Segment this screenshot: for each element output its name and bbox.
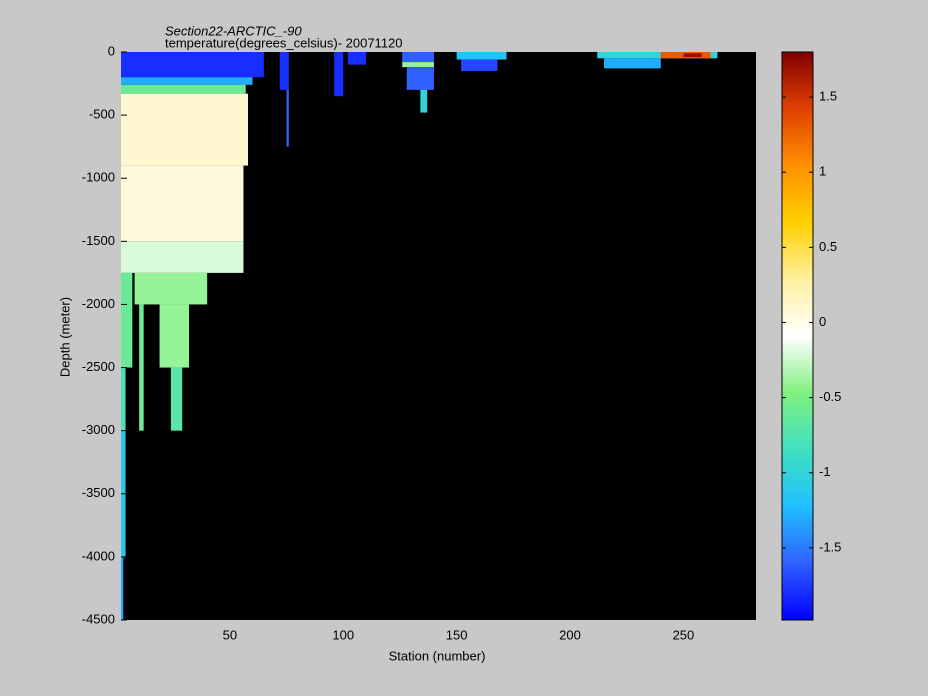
colorbar [781, 51, 814, 621]
y-tick-label: -1500 [82, 233, 115, 248]
heatmap-cell [121, 84, 246, 94]
y-tick-label: -3500 [82, 485, 115, 500]
colorbar-tick-label: 1 [819, 164, 826, 179]
heatmap-cell [121, 241, 244, 273]
heatmap-cell [604, 58, 661, 69]
heatmap-cell [121, 367, 126, 431]
heatmap-cell [121, 77, 253, 85]
x-tick-label: 50 [223, 627, 237, 642]
heatmap-cell [139, 304, 144, 431]
chart-title: Section22-ARCTIC_-90 [165, 23, 302, 38]
y-tick-label: -4000 [82, 548, 115, 563]
heatmap-cell [286, 89, 289, 147]
heatmap-cell [159, 304, 190, 368]
y-tick-label: -2000 [82, 296, 115, 311]
colorbar-tick-label: -0.5 [819, 389, 841, 404]
colorbar-tick-label: 0.5 [819, 239, 837, 254]
x-tick-label: 250 [673, 627, 695, 642]
y-axis-label: Depth (meter) [57, 297, 72, 377]
colorbar-tick-label: 1.5 [819, 89, 837, 104]
heatmap-cell [597, 52, 718, 59]
y-tick-label: -500 [89, 107, 115, 122]
y-tick-label: -3000 [82, 422, 115, 437]
heatmap-cell [406, 67, 434, 90]
heatmap-cell [456, 52, 507, 60]
y-tick-label: -2500 [82, 359, 115, 374]
y-tick-label: -4500 [82, 611, 115, 626]
heatmap-cell [420, 89, 428, 113]
x-tick-label: 200 [559, 627, 581, 642]
heatmap-cell [402, 62, 434, 68]
colorbar-tick-label: 0 [819, 314, 826, 329]
x-axis-label: Station (number) [389, 648, 486, 663]
heatmap-cell [121, 93, 248, 166]
heatmap-cell [121, 52, 264, 78]
chart-subtitle: temperature(degrees_celsius)- 20071120 [165, 35, 403, 50]
colorbar-tick-label: -1.5 [819, 539, 841, 554]
x-tick-label: 150 [446, 627, 468, 642]
heatmap-cell [683, 53, 702, 58]
heatmap-cell [279, 52, 289, 90]
y-tick-label: 0 [108, 43, 115, 58]
heatmap-cell [334, 52, 344, 97]
heatmap-cell [461, 59, 498, 71]
heatmap-cell [170, 367, 183, 431]
heatmap-cell [121, 272, 133, 368]
heatmap-cell [134, 272, 208, 305]
heatmap-cell [402, 52, 434, 63]
heatmap-cell [347, 52, 366, 65]
heatmap-cell [121, 165, 244, 242]
heatmap-cell [121, 556, 124, 620]
x-tick-label: 100 [332, 627, 354, 642]
colorbar-tick-label: -1 [819, 464, 831, 479]
y-tick-label: -1000 [82, 170, 115, 185]
